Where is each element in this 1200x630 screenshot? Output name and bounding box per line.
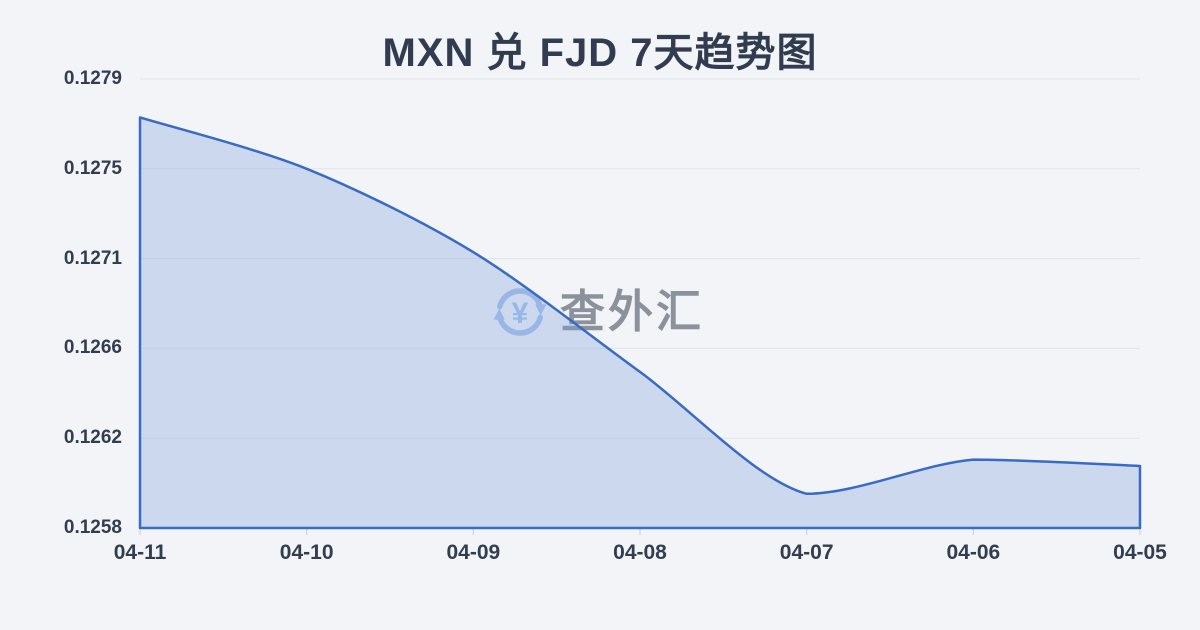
x-axis-label: 04-06 xyxy=(946,541,1001,564)
y-axis-label: 0.1271 xyxy=(63,247,122,269)
x-axis-label: 04-09 xyxy=(446,541,501,564)
chart-title: MXN 兑 FJD 7天趋势图 xyxy=(382,31,818,75)
y-axis-label: 0.1258 xyxy=(63,517,122,538)
x-axis-label: 04-08 xyxy=(613,541,667,564)
x-axis-label: 04-11 xyxy=(113,541,167,564)
y-axis-label: 0.1275 xyxy=(63,157,122,179)
y-axis-label: 0.1262 xyxy=(63,427,122,449)
x-axis-label: 04-05 xyxy=(1113,541,1167,564)
y-axis-label: 0.1266 xyxy=(63,337,122,359)
price-trend-area xyxy=(138,116,1142,530)
arrow-head-right-icon xyxy=(535,304,547,316)
arrow-head-left-icon xyxy=(493,308,505,320)
x-axis-label: 04-10 xyxy=(279,541,334,564)
watermark: ¥ 查外汇 xyxy=(490,281,704,343)
yuan-symbol-icon: ¥ xyxy=(512,297,529,330)
y-axis-label: 0.1279 xyxy=(63,68,122,89)
currency-exchange-refresh-icon: ¥ xyxy=(493,288,547,336)
x-axis-label: 04-07 xyxy=(779,541,834,564)
